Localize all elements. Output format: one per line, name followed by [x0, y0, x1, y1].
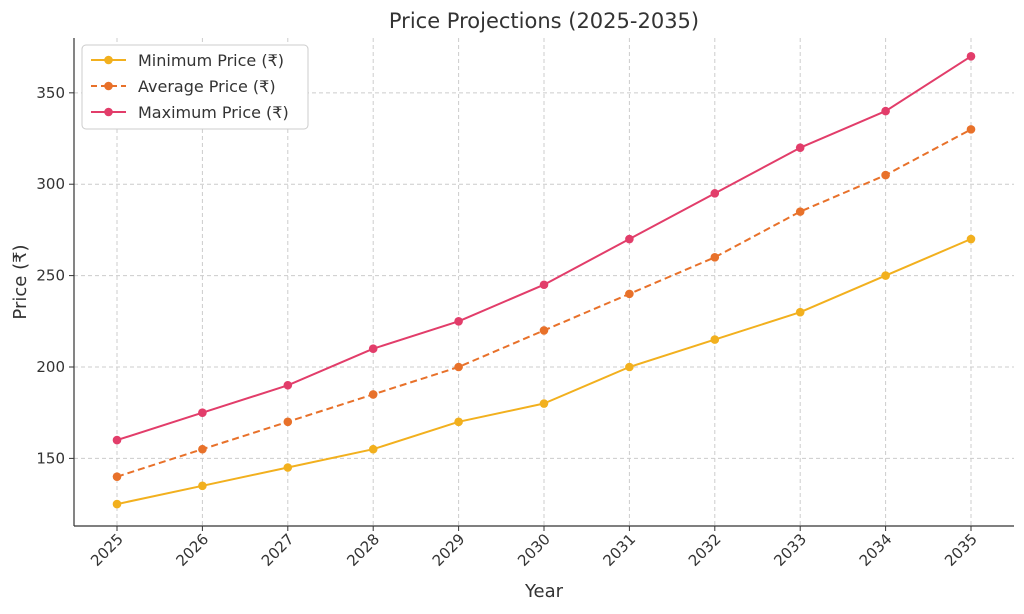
y-tick-label: 250	[36, 267, 65, 285]
legend-marker	[104, 107, 113, 117]
legend-marker	[104, 81, 113, 91]
x-tick-label: 2031	[599, 530, 639, 570]
x-tick-label: 2027	[258, 530, 298, 570]
data-point	[795, 143, 805, 152]
y-tick-label: 150	[36, 449, 65, 467]
data-point	[710, 253, 720, 262]
legend-label: Maximum Price (₹)	[138, 103, 289, 122]
series-layer	[112, 51, 976, 509]
legend-item: Average Price (₹)	[91, 77, 276, 96]
data-point	[539, 399, 549, 408]
data-point	[795, 207, 805, 216]
series-1	[112, 234, 976, 509]
data-point	[198, 444, 207, 454]
data-point	[368, 444, 378, 454]
x-tick-label: 2033	[770, 530, 810, 570]
data-point	[625, 362, 634, 372]
y-tick-label: 200	[36, 358, 65, 376]
x-tick-label: 2029	[429, 530, 469, 570]
data-point	[368, 390, 378, 399]
data-point	[881, 170, 890, 180]
x-tick-label: 2032	[685, 530, 725, 570]
data-point	[539, 326, 549, 335]
data-point	[112, 435, 122, 445]
data-point	[368, 344, 378, 354]
data-point	[625, 289, 634, 299]
data-point	[966, 125, 976, 134]
data-point	[966, 51, 976, 61]
data-point	[112, 499, 122, 509]
data-point	[283, 417, 293, 427]
legend: Minimum Price (₹) Average Price (₹) Maximu…	[81, 44, 309, 130]
data-point	[198, 408, 207, 417]
data-point	[454, 417, 463, 427]
data-point	[454, 362, 463, 372]
series-3	[112, 51, 976, 445]
data-point	[881, 271, 890, 280]
data-point	[881, 106, 890, 116]
legend-item: Minimum Price (₹)	[91, 51, 284, 70]
y-tick-label: 350	[36, 84, 65, 102]
data-point	[710, 335, 720, 344]
legend-label: Average Price (₹)	[138, 77, 276, 96]
y-axis-label: Price (₹)	[10, 244, 31, 319]
x-tick-label: 2034	[856, 530, 896, 570]
data-point	[710, 189, 720, 198]
data-point	[966, 234, 976, 244]
legend-item: Maximum Price (₹)	[91, 103, 289, 122]
x-tick-label: 2026	[172, 530, 212, 570]
legend-box	[81, 44, 309, 130]
x-axis-label: Year	[524, 581, 564, 602]
x-tick-label: 2025	[87, 530, 127, 570]
data-point	[539, 280, 549, 290]
y-tick-label: 300	[36, 175, 65, 193]
data-point	[625, 234, 634, 244]
series-2	[112, 125, 976, 481]
x-tick-label: 2030	[514, 530, 554, 570]
chart-title: Price Projections (2025-2035)	[389, 9, 699, 33]
data-point	[112, 472, 122, 481]
legend-label: Minimum Price (₹)	[138, 51, 284, 70]
legend-marker	[104, 55, 113, 65]
x-tick-label: 2035	[941, 530, 981, 570]
data-point	[795, 307, 805, 317]
x-tick-label: 2028	[343, 530, 383, 570]
data-point	[283, 463, 293, 472]
data-point	[198, 481, 207, 491]
data-point	[454, 316, 463, 326]
grid	[74, 38, 1014, 526]
data-point	[283, 380, 293, 390]
